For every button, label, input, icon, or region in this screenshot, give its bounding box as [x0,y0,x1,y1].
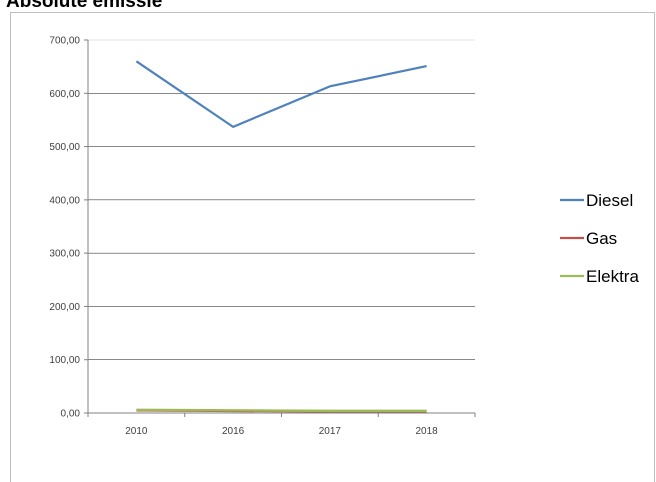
y-tick-label: 500,00 [49,142,80,153]
chart-title: Absolute emissie [6,0,163,12]
y-tick-label: 100,00 [49,355,80,366]
legend-label-gas: Gas [586,229,617,248]
series-line-elektra [136,408,427,413]
x-tick-label: 2010 [125,426,148,437]
chart-frame [10,12,655,482]
y-tick-label: 600,00 [49,89,80,100]
y-tick-label: 400,00 [49,195,80,206]
series-line-diesel [135,60,427,128]
x-tick-label: 2017 [319,426,342,437]
y-tick-label: 300,00 [49,249,80,260]
y-tick-label: 0,00 [61,409,81,420]
legend-label-elektra: Elektra [586,267,639,286]
y-tick-label: 200,00 [49,302,80,313]
x-tick-label: 2018 [416,426,439,437]
x-tick-label: 2016 [222,426,245,437]
legend-label-diesel: Diesel [586,191,633,210]
y-tick-label: 700,00 [49,36,80,47]
